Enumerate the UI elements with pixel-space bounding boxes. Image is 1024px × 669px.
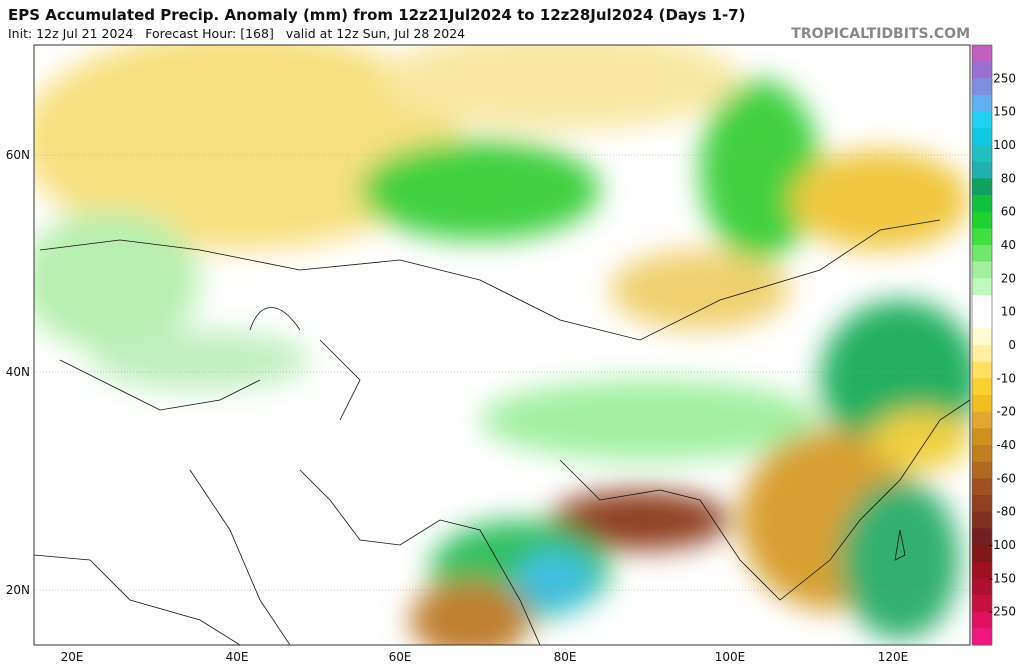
colorbar-swatch — [972, 411, 992, 429]
colorbar-label: -80 — [996, 505, 1016, 519]
colorbar-label: -10 — [996, 371, 1016, 385]
colorbar-swatch — [972, 178, 992, 196]
lon-label: 120E — [878, 650, 909, 664]
site-credit: TROPICALTIDBITS.COM — [791, 26, 970, 42]
colorbar-swatch — [972, 528, 992, 546]
colorbar-label: 80 — [1001, 171, 1016, 185]
colorbar-label: -40 — [996, 438, 1016, 452]
lat-label: 20N — [6, 583, 30, 597]
subtitle: Init: 12z Jul 21 2024 Forecast Hour: [16… — [8, 26, 465, 41]
lon-label: 80E — [554, 650, 577, 664]
colorbar-swatch — [972, 461, 992, 479]
colorbar-swatch — [972, 195, 992, 213]
colorbar-label: 150 — [993, 105, 1016, 119]
colorbar-swatch — [972, 328, 992, 346]
colorbar-swatch — [972, 211, 992, 229]
colorbar-label: 100 — [993, 138, 1016, 152]
colorbar-label: -60 — [996, 471, 1016, 485]
colorbar-swatch — [972, 145, 992, 163]
lon-label: 20E — [61, 650, 84, 664]
colorbar-swatch — [972, 245, 992, 263]
lat-label: 40N — [6, 365, 30, 379]
lon-label: 60E — [389, 650, 412, 664]
colorbar-swatch — [972, 128, 992, 146]
colorbar-label: 20 — [1001, 271, 1016, 285]
colorbar-swatch — [972, 511, 992, 529]
colorbar-swatch — [972, 45, 992, 63]
colorbar-swatch — [972, 611, 992, 629]
colorbar-swatch — [972, 228, 992, 246]
title: EPS Accumulated Precip. Anomaly (mm) fro… — [8, 6, 745, 24]
colorbar-label: 250 — [993, 71, 1016, 85]
colorbar-label: -250 — [989, 605, 1016, 619]
colorbar-swatch — [972, 61, 992, 79]
colorbar-swatch — [972, 628, 992, 646]
lon-label: 40E — [226, 650, 249, 664]
map — [34, 45, 970, 645]
colorbar-label: 60 — [1001, 205, 1016, 219]
colorbar-swatch — [972, 95, 992, 113]
colorbar-label: -150 — [989, 571, 1016, 585]
colorbar-swatch — [972, 428, 992, 446]
colorbar-swatch — [972, 545, 992, 563]
colorbar-swatch — [972, 445, 992, 463]
colorbar-swatch — [972, 111, 992, 129]
colorbar-swatch — [972, 361, 992, 379]
colorbar-swatch — [972, 295, 992, 313]
colorbar-swatch — [972, 561, 992, 579]
colorbar-swatch — [972, 278, 992, 296]
colorbar-swatch — [972, 311, 992, 329]
colorbar-swatch — [972, 345, 992, 363]
colorbar-label: -100 — [989, 538, 1016, 552]
colorbar-swatch — [972, 495, 992, 513]
lon-label: 100E — [715, 650, 746, 664]
colorbar-swatch — [972, 478, 992, 496]
colorbar-swatch — [972, 595, 992, 613]
colorbar-swatch — [972, 261, 992, 279]
colorbar-label: 10 — [1001, 305, 1016, 319]
colorbar-frame — [971, 44, 993, 646]
colorbar-swatch — [972, 161, 992, 179]
colorbar-label: 40 — [1001, 238, 1016, 252]
lat-label: 60N — [6, 148, 30, 162]
colorbar-swatch — [972, 395, 992, 413]
colorbar-swatch — [972, 578, 992, 596]
colorbar-label: -20 — [996, 405, 1016, 419]
colorbar-label: 0 — [1008, 338, 1016, 352]
colorbar-swatch — [972, 78, 992, 96]
colorbar-swatch — [972, 378, 992, 396]
